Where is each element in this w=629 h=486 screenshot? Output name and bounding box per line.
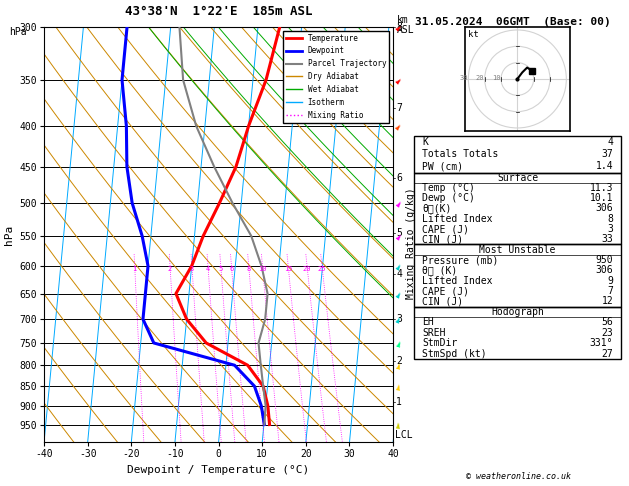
Text: 10: 10 [258, 266, 267, 272]
Text: StmDir: StmDir [422, 338, 457, 348]
Text: 9: 9 [607, 276, 613, 286]
Text: Mixing Ratio (g/kg): Mixing Ratio (g/kg) [406, 187, 416, 299]
Text: ►: ► [393, 361, 403, 369]
Text: 1: 1 [396, 397, 402, 407]
Text: 4: 4 [607, 137, 613, 147]
Text: 331°: 331° [589, 338, 613, 348]
Text: Most Unstable: Most Unstable [479, 244, 556, 255]
Text: ►: ► [393, 231, 404, 241]
Text: 6: 6 [396, 173, 402, 183]
Text: 5: 5 [219, 266, 223, 272]
Text: 15: 15 [284, 266, 292, 272]
Text: ►: ► [393, 314, 404, 324]
Text: 2: 2 [168, 266, 172, 272]
Text: K: K [422, 137, 428, 147]
Text: 3: 3 [190, 266, 194, 272]
Text: ►: ► [393, 21, 404, 32]
Text: LCL: LCL [395, 430, 413, 440]
Text: hPa: hPa [9, 27, 27, 37]
Text: ►: ► [393, 421, 403, 428]
Text: 306: 306 [596, 265, 613, 276]
Text: EH: EH [422, 317, 434, 328]
Text: 12: 12 [601, 296, 613, 307]
Text: 10: 10 [492, 75, 500, 81]
Text: 7: 7 [396, 104, 402, 113]
Text: ►: ► [393, 289, 404, 299]
Text: Hodograph: Hodograph [491, 307, 544, 317]
Text: 8: 8 [396, 22, 402, 32]
Y-axis label: hPa: hPa [4, 225, 14, 244]
Text: 5: 5 [396, 228, 402, 238]
Text: Temp (°C): Temp (°C) [422, 183, 475, 193]
Text: 10.1: 10.1 [589, 193, 613, 203]
Text: CAPE (J): CAPE (J) [422, 286, 469, 296]
Text: Pressure (mb): Pressure (mb) [422, 255, 499, 265]
Legend: Temperature, Dewpoint, Parcel Trajectory, Dry Adiabat, Wet Adiabat, Isotherm, Mi: Temperature, Dewpoint, Parcel Trajectory… [283, 31, 389, 122]
Text: 25: 25 [318, 266, 326, 272]
X-axis label: Dewpoint / Temperature (°C): Dewpoint / Temperature (°C) [128, 465, 309, 475]
Text: ►: ► [393, 382, 403, 390]
Text: 20: 20 [476, 75, 484, 81]
Text: 37: 37 [601, 149, 613, 159]
Text: ►: ► [393, 261, 404, 271]
Text: 3: 3 [396, 314, 402, 324]
Text: 23: 23 [601, 328, 613, 338]
Text: 1.4: 1.4 [596, 161, 613, 172]
Text: 33: 33 [601, 234, 613, 244]
Text: 4: 4 [396, 269, 402, 279]
Text: ►: ► [393, 121, 404, 131]
Text: Surface: Surface [497, 173, 538, 183]
Text: 4: 4 [206, 266, 210, 272]
Text: ►: ► [393, 338, 404, 347]
Text: 1: 1 [133, 266, 137, 272]
Text: 2: 2 [396, 356, 402, 366]
Text: ASL: ASL [397, 25, 415, 35]
Text: 20: 20 [303, 266, 311, 272]
Text: ►: ► [393, 198, 404, 208]
Text: ►: ► [393, 74, 404, 86]
Text: Lifted Index: Lifted Index [422, 214, 493, 224]
Text: StmSpd (kt): StmSpd (kt) [422, 349, 487, 359]
Text: θᴄ (K): θᴄ (K) [422, 265, 457, 276]
Text: 31.05.2024  06GMT  (Base: 00): 31.05.2024 06GMT (Base: 00) [415, 17, 611, 27]
Text: © weatheronline.co.uk: © weatheronline.co.uk [467, 472, 571, 481]
Text: 6: 6 [230, 266, 233, 272]
Text: 3: 3 [607, 224, 613, 234]
Text: Lifted Index: Lifted Index [422, 276, 493, 286]
Text: 8: 8 [607, 214, 613, 224]
Text: PW (cm): PW (cm) [422, 161, 464, 172]
Text: 8: 8 [247, 266, 251, 272]
Text: CIN (J): CIN (J) [422, 234, 464, 244]
Text: 11.3: 11.3 [589, 183, 613, 193]
Text: 27: 27 [601, 349, 613, 359]
Text: 56: 56 [601, 317, 613, 328]
Text: kt: kt [469, 30, 479, 39]
Text: CIN (J): CIN (J) [422, 296, 464, 307]
Text: 306: 306 [596, 204, 613, 213]
Text: km: km [397, 16, 409, 25]
Text: SREH: SREH [422, 328, 446, 338]
Text: θᴄ(K): θᴄ(K) [422, 204, 452, 213]
Text: 30: 30 [459, 75, 467, 81]
Text: CAPE (J): CAPE (J) [422, 224, 469, 234]
Text: 43°38'N  1°22'E  185m ASL: 43°38'N 1°22'E 185m ASL [125, 5, 313, 18]
Text: Totals Totals: Totals Totals [422, 149, 499, 159]
Text: 950: 950 [596, 255, 613, 265]
Text: Dewp (°C): Dewp (°C) [422, 193, 475, 203]
Text: 7: 7 [607, 286, 613, 296]
